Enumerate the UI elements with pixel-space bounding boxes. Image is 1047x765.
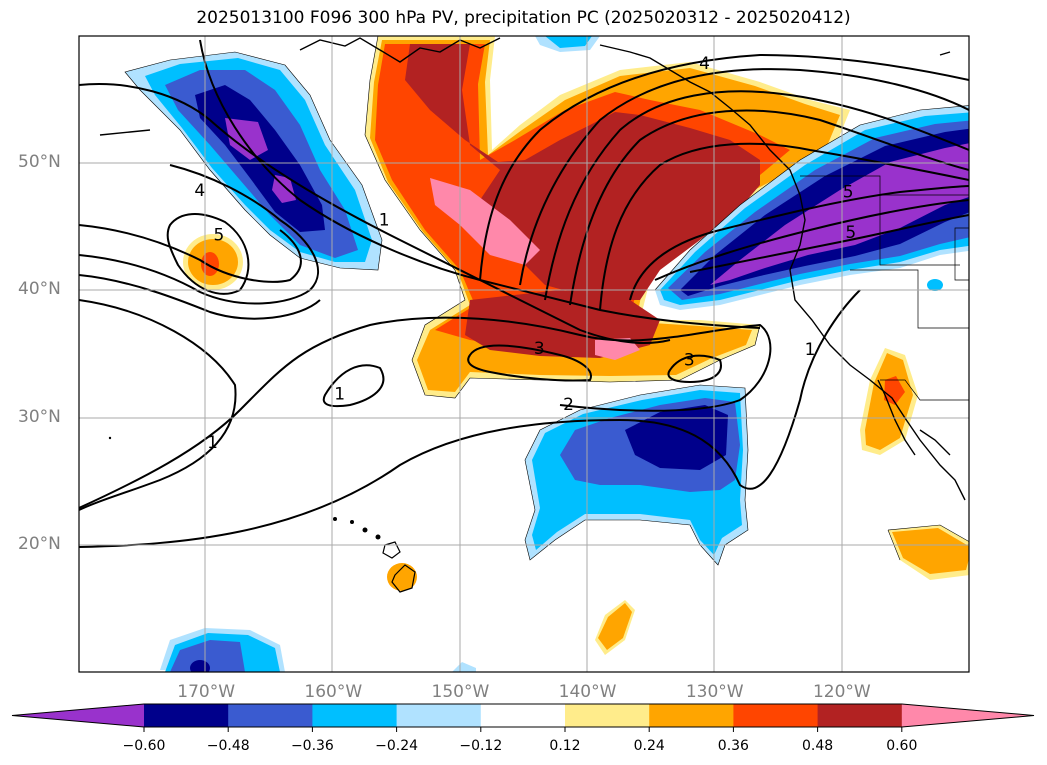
contour-label: 2 bbox=[563, 395, 574, 415]
colorbar-tick-label: 0.12 bbox=[549, 738, 581, 754]
colorbar-segment bbox=[733, 704, 819, 727]
longitude-label: 170°W bbox=[177, 682, 236, 702]
colorbar-tick-label: −0.36 bbox=[290, 738, 334, 754]
islands bbox=[108, 436, 381, 540]
longitude-label: 130°W bbox=[685, 682, 744, 702]
colorbar-segment bbox=[396, 704, 482, 727]
contour-label: 5 bbox=[213, 226, 224, 246]
latitude-label: 30°N bbox=[18, 406, 61, 427]
contour-label: 4 bbox=[194, 181, 205, 201]
colorbar-segment bbox=[480, 704, 566, 727]
colorbar-segment bbox=[144, 704, 229, 727]
contour-label: 1 bbox=[805, 340, 816, 360]
colorbar-segment bbox=[312, 704, 398, 727]
colorbar-tick-label: −0.12 bbox=[459, 738, 503, 754]
longitude-label: 140°W bbox=[558, 682, 617, 702]
contour-label: 1 bbox=[379, 210, 390, 230]
colorbar-outline bbox=[11, 703, 1035, 728]
colorbar-tick-label: −0.24 bbox=[375, 738, 419, 754]
map-title: 2025013100 F096 300 hPa PV, precipitatio… bbox=[196, 8, 851, 28]
pv-precip-map: 4 5 1 1 1 3 2 3 1 4 5 5 bbox=[78, 35, 970, 673]
contour-label: 3 bbox=[684, 350, 695, 370]
hawaii-outline bbox=[382, 541, 416, 593]
longitude-label: 120°W bbox=[812, 682, 871, 702]
latitude-label: 40°N bbox=[18, 279, 61, 300]
contour-label: 5 bbox=[845, 223, 856, 243]
colorbar-extend-high bbox=[901, 704, 1034, 727]
anomaly-outlines bbox=[124, 36, 969, 566]
contour-labels: 4 5 1 1 1 3 2 3 1 4 5 5 bbox=[194, 54, 856, 453]
colorbar-segment bbox=[817, 704, 903, 727]
contour-label: 4 bbox=[699, 54, 710, 74]
state-borders bbox=[800, 175, 969, 401]
colorbar-segment bbox=[228, 704, 313, 727]
colorbar-extend-low bbox=[12, 704, 144, 727]
latitude-label: 20°N bbox=[18, 533, 61, 554]
contour-label: 5 bbox=[843, 182, 854, 202]
plot-frame bbox=[78, 35, 970, 673]
longitude-label: 150°W bbox=[431, 682, 490, 702]
colorbar-tick-label: 0.36 bbox=[717, 738, 749, 754]
colorbar-tick-label: 0.48 bbox=[802, 738, 834, 754]
colorbar-segment bbox=[565, 704, 650, 727]
colorbar-tick-label: −0.48 bbox=[206, 738, 250, 754]
contour-label: 3 bbox=[534, 339, 545, 359]
contour-label: 1 bbox=[334, 385, 345, 405]
colorbar-tick-label: 0.24 bbox=[633, 738, 665, 754]
colorbar-tick-label: −0.60 bbox=[122, 738, 166, 754]
contour-label: 1 bbox=[207, 433, 218, 453]
gridlines bbox=[79, 36, 969, 672]
colorbar-segment bbox=[649, 704, 734, 727]
positive-anomaly-plume bbox=[183, 36, 969, 655]
pv-contours bbox=[79, 39, 969, 548]
colorbar-tick-label: 0.60 bbox=[886, 738, 918, 754]
longitude-label: 160°W bbox=[304, 682, 363, 702]
latitude-label: 50°N bbox=[18, 152, 61, 173]
